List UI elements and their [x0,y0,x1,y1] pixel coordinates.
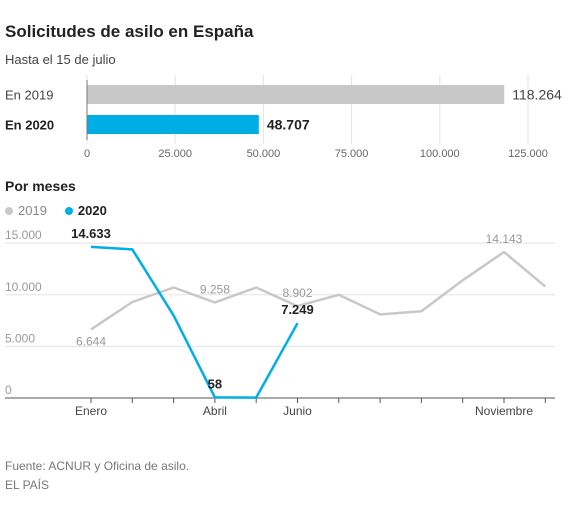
bar-x-tick-label: 0 [84,148,90,160]
bar-x-tick-label: 75.000 [335,148,369,160]
bar-value-label: 48.707 [267,117,310,133]
series-2020-line [90,245,299,399]
line-y-tick-label: 15.000 [5,228,42,242]
series-2020-data-label: 14.633 [71,226,111,241]
source-note: Fuente: ACNUR y Oficina de asilo. [5,459,190,473]
series-2020-data-label: 58 [208,376,222,391]
bar-x-tick-label: 50.000 [247,148,281,160]
bar-en-2020 [87,115,259,134]
legend-item-2019: 2019 [5,203,47,218]
bar-category-label: En 2019 [5,88,53,103]
bar-en-2019 [87,85,505,104]
bar-x-tick-label: 25.000 [158,148,192,160]
series-2019-data-label: 8.902 [282,286,312,300]
line-x-tick-label: Abril [203,404,227,418]
legend-label-2020: 2020 [77,203,107,218]
legend-label-2019: 2019 [18,203,47,218]
bar-chart: 0 25.000 50.000 75.000 100.000 125.000 En 2019… [5,75,562,160]
line-y-tick-label: 5.000 [5,331,35,345]
legend-item-2020: 2020 [64,203,107,218]
legend-swatch-2020 [64,206,73,215]
series-2019-line [90,250,547,331]
legend: 2019 2020 [5,203,125,218]
bar-x-tick-label: 100.000 [420,148,460,160]
bar-category-label: En 2020 [5,118,54,133]
legend-swatch-2019 [5,206,13,215]
line-x-tick-label: Noviembre [475,404,533,418]
bar-value-label: 118.264 [512,87,562,103]
credit: EL PAÍS [5,478,50,492]
line-x-tick-label: Enero [75,404,107,418]
series-2019-data-label: 14.143 [486,232,523,246]
line-y-tick-label: 10.000 [5,280,42,294]
series-2019-data-label: 9.258 [200,282,230,296]
chart-subtitle: Hasta el 15 de julio [5,52,116,67]
section-title: Por meses [5,178,76,194]
line-x-tick-label: Junio [283,404,312,418]
series-2020-data-label: 7.249 [281,302,314,317]
chart-title: Solicitudes de asilo en España [5,22,254,41]
series-2019-data-label: 6.644 [76,334,106,348]
bar-x-tick-label: 125.000 [508,148,548,160]
line-y-tick-label: 0 [5,383,12,397]
